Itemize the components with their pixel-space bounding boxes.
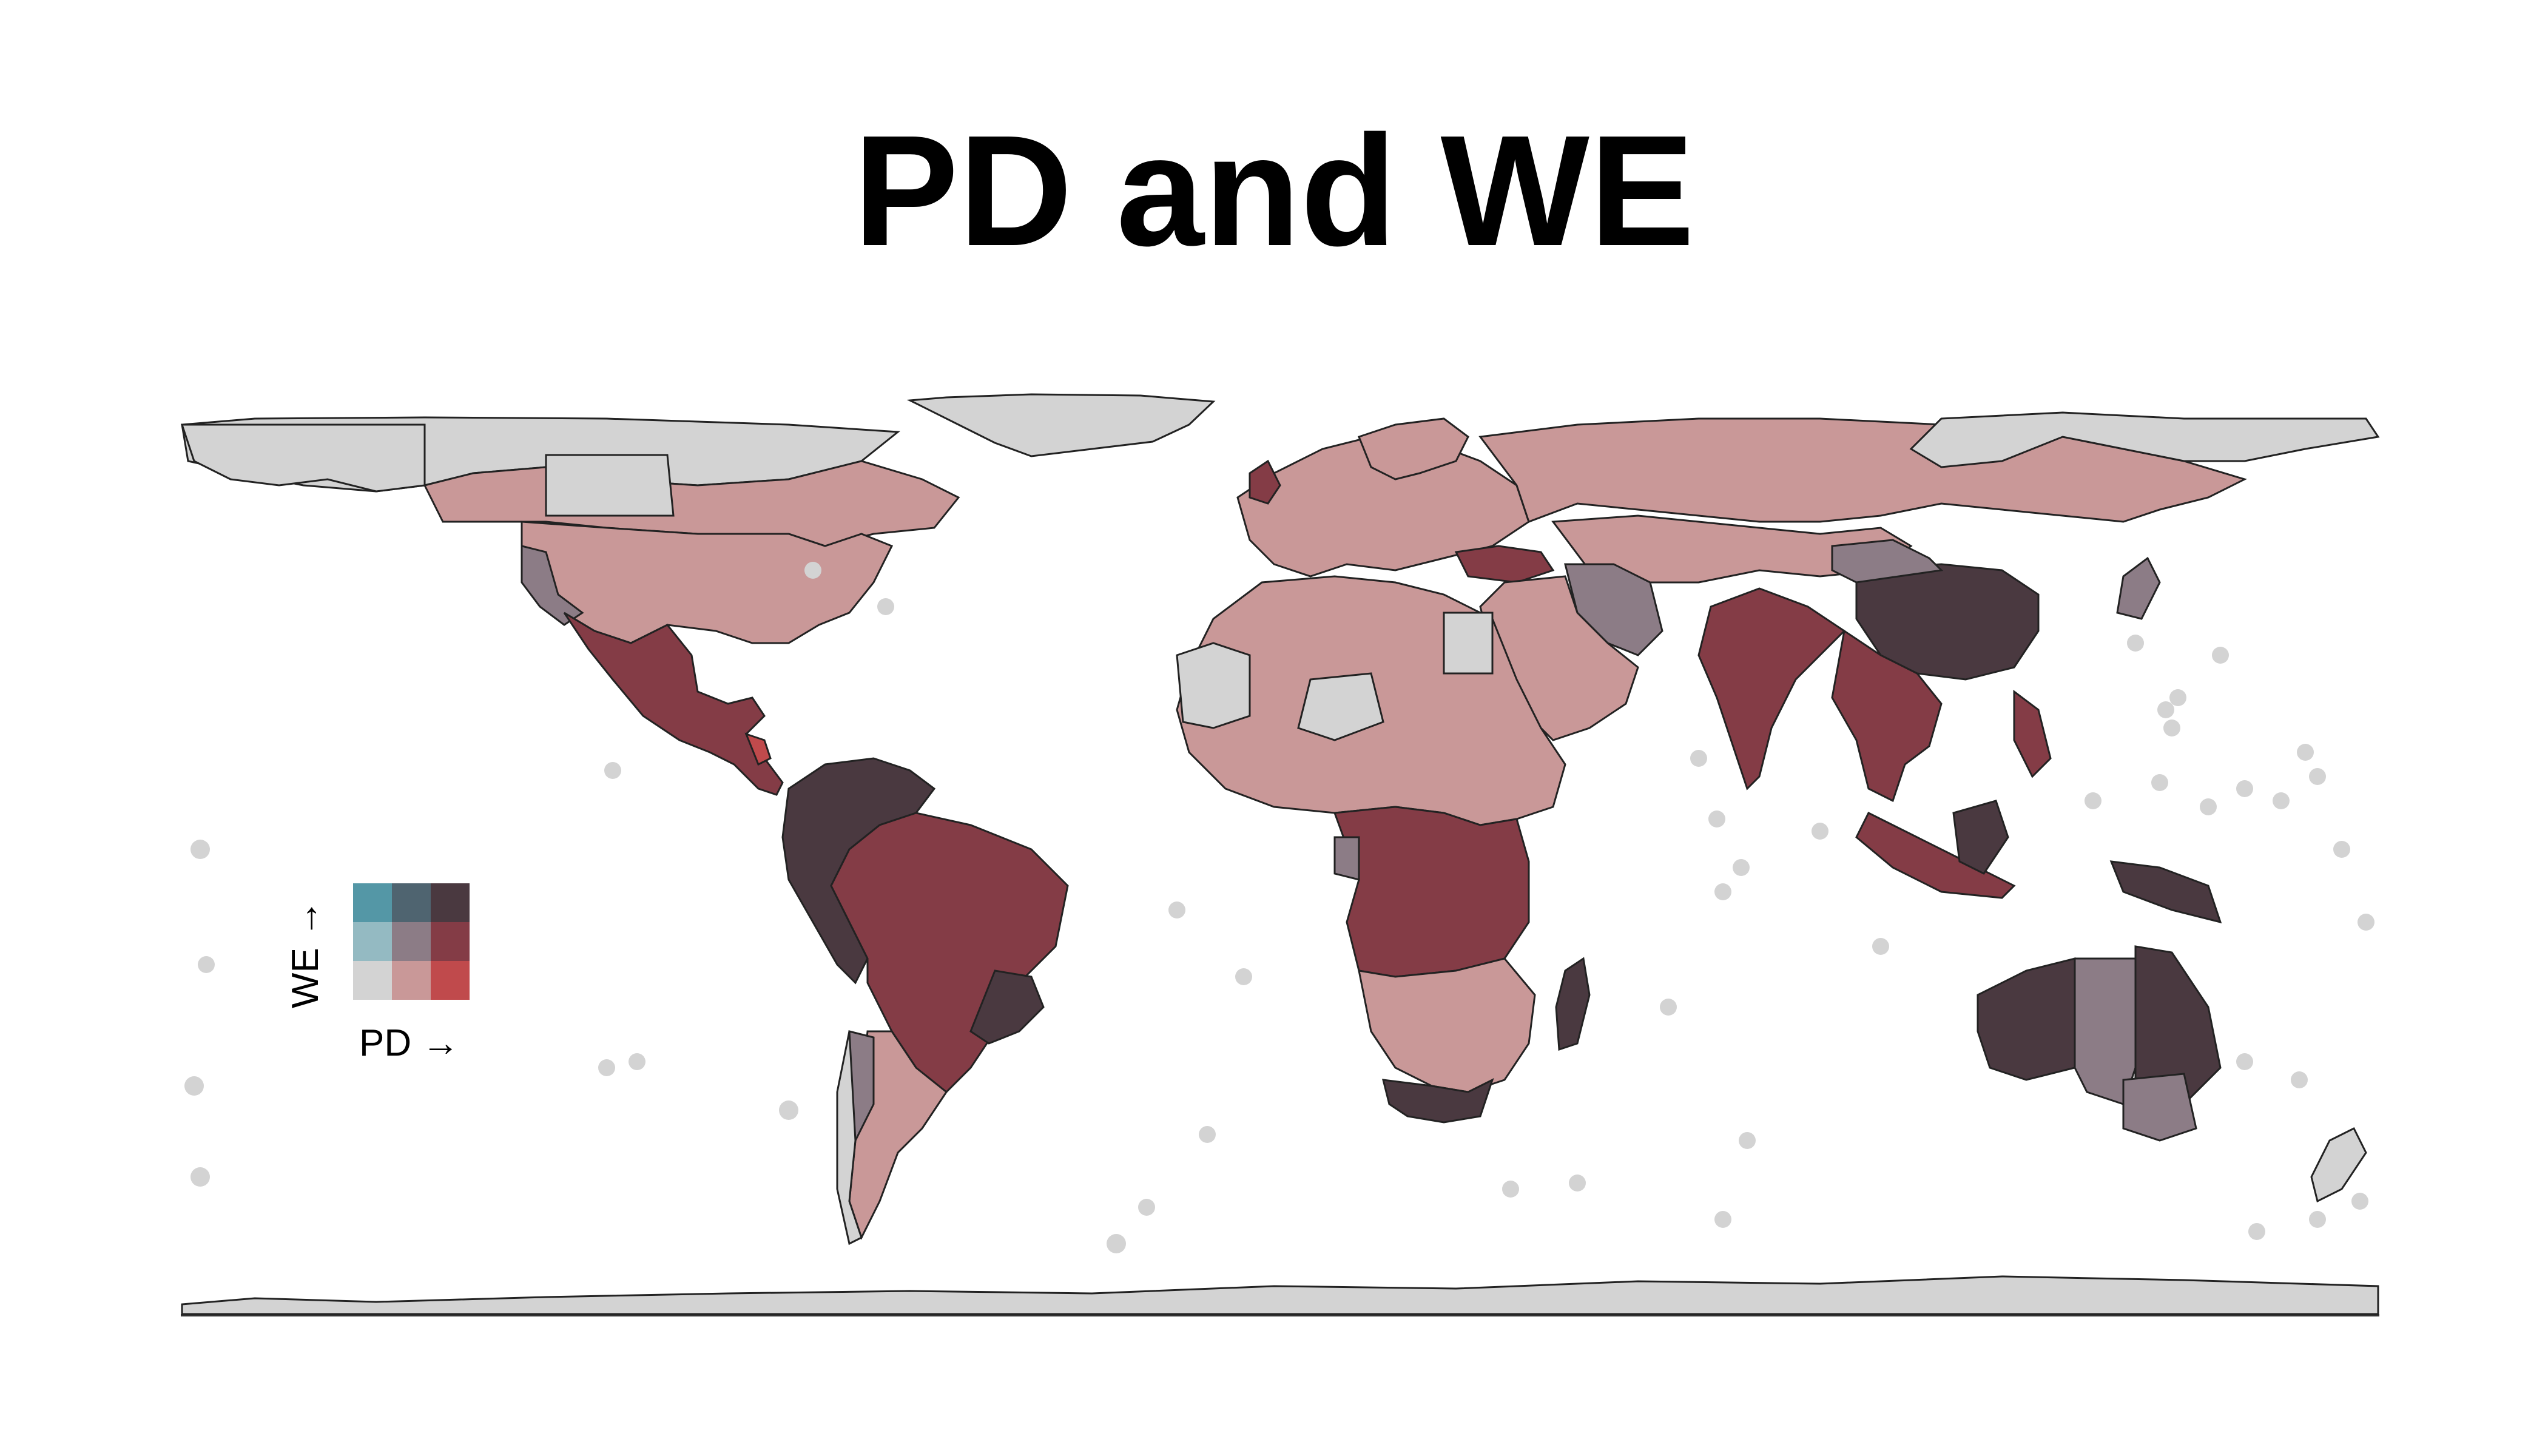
region-australia-southeast	[2122, 1073, 2197, 1142]
small-islands	[184, 562, 2374, 1253]
region-southeast-asia	[1831, 629, 1943, 803]
region-central-africa	[1333, 806, 1530, 978]
region-uk	[1249, 459, 1281, 505]
legend-x-label: PD →	[359, 1022, 459, 1064]
region-scandinavia	[1358, 417, 1469, 480]
legend-cell-2-2	[431, 961, 470, 1000]
region-niger	[1297, 672, 1384, 741]
legend-cell-1-2	[431, 922, 470, 961]
region-borneo	[1952, 800, 2009, 875]
legend-cell-2-0	[353, 961, 392, 1000]
legend-cell-0-1	[392, 883, 431, 922]
region-arctic-grey	[1909, 411, 2380, 468]
region-europe	[1236, 436, 1530, 578]
region-alaska	[180, 423, 426, 493]
region-japan	[2116, 556, 2161, 620]
region-west-africa-grey	[1176, 642, 1251, 729]
legend-cell-1-1	[392, 922, 431, 961]
region-antarctica	[181, 1275, 2379, 1315]
region-brazil	[830, 812, 1069, 1094]
map-title: PD and WE	[853, 103, 1695, 279]
legend-cell-0-2	[431, 883, 470, 922]
region-turkey	[1454, 545, 1555, 584]
region-egypt	[1443, 612, 1494, 675]
region-russia	[1478, 417, 2248, 523]
region-india	[1697, 587, 1846, 790]
region-southern-africa	[1358, 957, 1536, 1093]
region-china-west	[1831, 539, 1944, 584]
region-australia-west	[1977, 957, 2076, 1081]
legend-y-label: WE →	[285, 900, 326, 1008]
region-greenland	[906, 393, 1216, 457]
region-chile	[836, 1031, 863, 1245]
legend-cell-1-0	[353, 922, 392, 961]
legend-cell-0-0	[353, 883, 392, 922]
region-indonesia	[1855, 811, 2016, 899]
region-new-guinea	[2109, 860, 2222, 924]
region-madagascar	[1555, 957, 1591, 1051]
region-brazil-southeast	[969, 969, 1045, 1045]
region-south-africa	[1382, 1078, 1494, 1124]
region-gabon	[1333, 836, 1360, 881]
region-central-america-high	[744, 732, 772, 766]
region-new-zealand	[2310, 1127, 2367, 1203]
region-canada-prairie	[545, 454, 675, 517]
region-philippines	[2013, 690, 2052, 778]
legend-cell-2-1	[392, 961, 431, 1000]
bivariate-legend: PD → WE →	[285, 883, 470, 1064]
region-china	[1855, 563, 2040, 681]
region-australia-east	[2134, 945, 2222, 1111]
